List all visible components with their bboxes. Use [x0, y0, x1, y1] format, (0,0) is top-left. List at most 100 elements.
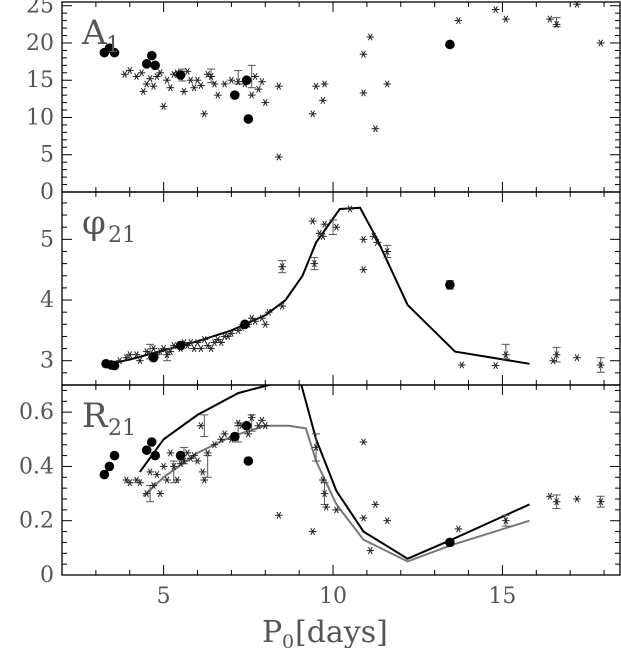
- star-stroke: [262, 320, 268, 328]
- data-point-dot: [146, 437, 157, 447]
- star-stroke: [225, 332, 231, 340]
- data-point-star: [207, 345, 215, 353]
- star-stroke: [229, 329, 234, 337]
- x-tick-label: 10: [319, 584, 347, 609]
- star-stroke: [178, 460, 183, 468]
- data-point-star: [159, 102, 168, 110]
- data-point-star: [207, 72, 215, 81]
- data-point-star: [308, 217, 317, 225]
- panel-frame-1: [61, 1, 621, 193]
- data-point-star: [142, 348, 151, 356]
- data-point-star: [227, 329, 236, 337]
- data-point-star: [137, 69, 146, 77]
- data-point-star: [596, 498, 605, 506]
- star-stroke: [547, 492, 553, 500]
- star-stroke: [168, 84, 173, 92]
- star-stroke: [503, 517, 509, 525]
- star-stroke: [154, 72, 160, 81]
- data-point-star: [163, 351, 171, 359]
- star-stroke: [161, 345, 166, 353]
- data-point-star: [176, 460, 185, 468]
- data-point-star: [254, 422, 263, 430]
- data-point-star: [234, 326, 242, 334]
- data-point-star: [258, 314, 266, 322]
- data-point-star: [156, 490, 164, 498]
- data-point-star: [210, 80, 219, 88]
- star-stroke: [322, 220, 327, 228]
- star-stroke: [279, 302, 285, 310]
- data-point-star: [186, 454, 195, 462]
- y-tick-label: 5: [40, 143, 54, 168]
- data-point-dot: [175, 340, 186, 351]
- star-stroke: [367, 33, 373, 41]
- data-point-star: [186, 338, 195, 347]
- data-point-star: [197, 81, 205, 90]
- data-point-star: [132, 351, 141, 359]
- star-stroke: [367, 547, 373, 555]
- data-point-star: [197, 422, 205, 430]
- star-stroke: [205, 449, 211, 457]
- data-point-star: [220, 430, 229, 438]
- star-stroke: [598, 498, 604, 506]
- star-stroke: [235, 78, 241, 86]
- data-point-star: [186, 76, 195, 84]
- data-point-star: [170, 462, 178, 470]
- data-point-star: [166, 449, 175, 457]
- star-stroke: [124, 354, 129, 362]
- model-curve-2-1: [102, 206, 530, 367]
- star-stroke: [171, 342, 177, 350]
- data-point-star: [159, 462, 168, 470]
- star-stroke: [310, 110, 316, 118]
- star-stroke: [554, 498, 559, 506]
- data-point-dot: [175, 70, 186, 80]
- data-point-star: [308, 110, 317, 118]
- star-stroke: [139, 69, 144, 77]
- panel-label-2: φ: [82, 203, 106, 243]
- star-stroke: [361, 266, 366, 274]
- star-stroke: [200, 468, 205, 476]
- star-stroke: [151, 481, 156, 489]
- star-stroke: [503, 15, 509, 23]
- data-point-star: [454, 17, 463, 25]
- data-point-star: [320, 490, 329, 498]
- star-stroke: [147, 75, 153, 83]
- data-point-star: [244, 430, 253, 438]
- star-stroke: [323, 503, 329, 511]
- data-point-dot: [148, 352, 159, 363]
- data-point-star: [183, 67, 192, 75]
- data-point-dot: [229, 90, 240, 100]
- data-point-star: [247, 91, 256, 99]
- data-point-star: [136, 479, 144, 487]
- star-stroke: [124, 476, 129, 484]
- data-point-star: [501, 517, 510, 525]
- panel-label-sub-2: 21: [108, 223, 136, 248]
- star-stroke: [598, 39, 604, 47]
- star-stroke: [456, 525, 461, 533]
- star-stroke: [503, 351, 509, 359]
- star-stroke: [137, 357, 143, 365]
- data-point-star: [366, 547, 375, 555]
- star-stroke: [259, 416, 265, 424]
- data-point-star: [136, 357, 144, 365]
- star-stroke: [313, 443, 319, 451]
- data-point-star: [258, 78, 266, 86]
- star-stroke: [373, 500, 378, 508]
- data-point-star: [264, 308, 273, 316]
- data-point-star: [501, 351, 510, 359]
- y-tick-label: 20: [26, 31, 54, 56]
- data-point-star: [383, 80, 392, 88]
- star-stroke: [245, 430, 251, 438]
- star-stroke: [144, 348, 150, 356]
- data-point-star: [552, 498, 561, 506]
- data-point-star: [234, 78, 242, 86]
- data-point-star: [156, 348, 164, 356]
- star-stroke: [598, 361, 604, 369]
- star-stroke: [574, 0, 580, 8]
- y-tick-label: 25: [26, 0, 54, 19]
- star-stroke: [161, 102, 166, 110]
- star-stroke: [164, 476, 170, 484]
- data-point-star: [120, 70, 129, 78]
- star-stroke: [334, 223, 339, 231]
- star-stroke: [201, 476, 207, 484]
